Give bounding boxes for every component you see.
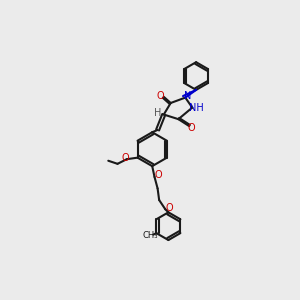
Text: O: O bbox=[165, 203, 173, 213]
Text: O: O bbox=[154, 170, 162, 180]
Text: O: O bbox=[122, 153, 129, 164]
Text: O: O bbox=[188, 123, 195, 133]
Text: CH₃: CH₃ bbox=[142, 231, 158, 240]
Text: O: O bbox=[157, 91, 164, 101]
Text: N: N bbox=[184, 91, 191, 101]
Text: NH: NH bbox=[190, 103, 204, 112]
Text: H: H bbox=[154, 108, 161, 118]
